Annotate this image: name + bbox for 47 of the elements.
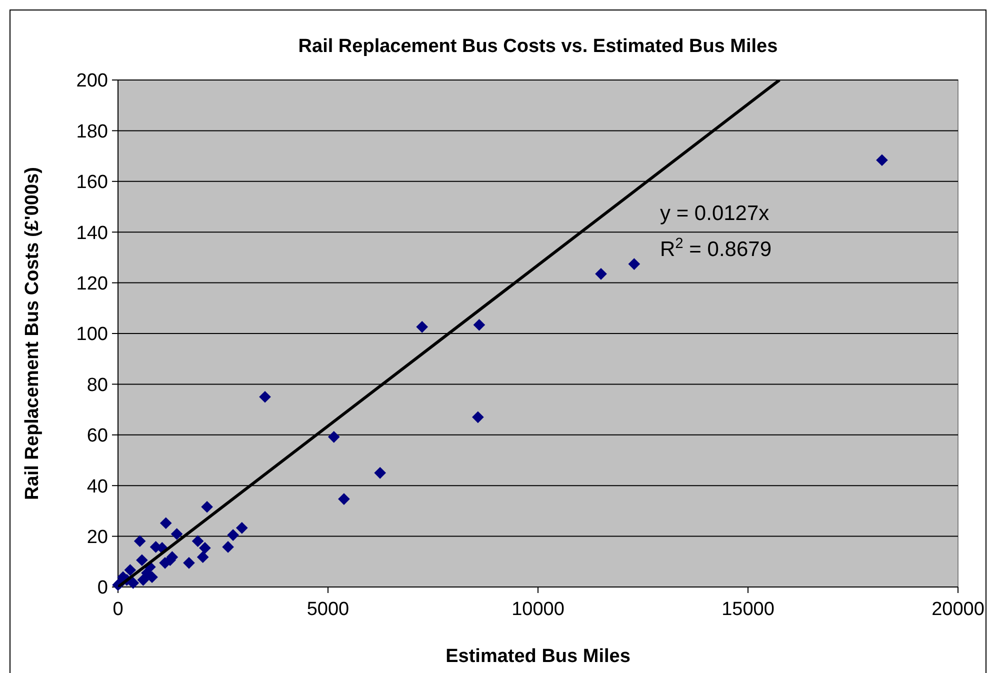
point bbox=[160, 517, 172, 530]
y-tick-label: 0 bbox=[97, 578, 108, 599]
point bbox=[472, 411, 484, 424]
y-tick-label: 120 bbox=[76, 273, 108, 294]
annotation: R$^{2}$ = 0.8679 bbox=[660, 236, 772, 261]
x-axis-title: Estimated Bus Miles bbox=[446, 646, 630, 667]
point bbox=[595, 268, 607, 280]
point bbox=[170, 528, 183, 540]
x-tick-label: 20000 bbox=[932, 599, 984, 620]
point bbox=[124, 564, 136, 576]
point bbox=[136, 554, 148, 566]
x-tick-label: 0 bbox=[112, 599, 124, 620]
y-tick-label: 160 bbox=[76, 172, 108, 194]
x-tick-label: 10000 bbox=[512, 599, 564, 620]
point bbox=[628, 258, 640, 270]
y-tick-label: 20 bbox=[86, 526, 108, 548]
point bbox=[137, 574, 150, 586]
x-tick-label: 5000 bbox=[306, 599, 350, 620]
y-tick-label: 80 bbox=[86, 374, 108, 396]
annotation: y = 0.0127x bbox=[660, 202, 770, 225]
point bbox=[134, 535, 146, 548]
point bbox=[127, 577, 140, 589]
point bbox=[196, 551, 209, 564]
point bbox=[192, 535, 204, 548]
point bbox=[227, 529, 239, 541]
point bbox=[259, 390, 271, 403]
point bbox=[183, 557, 195, 569]
y-tick-label: 40 bbox=[86, 476, 108, 498]
y-tick-label: 180 bbox=[76, 121, 108, 142]
point bbox=[876, 154, 888, 166]
y-tick-label: 200 bbox=[76, 70, 108, 92]
y-tick-label: 140 bbox=[76, 222, 108, 244]
point bbox=[146, 571, 158, 584]
chart-title: Rail Replacement Bus Costs vs. Estimated Bus Miles bbox=[298, 36, 778, 57]
point bbox=[338, 493, 350, 505]
point bbox=[416, 320, 428, 333]
y-tick-label: 60 bbox=[86, 426, 108, 447]
point bbox=[328, 431, 340, 443]
y-tick-label: 100 bbox=[76, 324, 108, 346]
point bbox=[201, 500, 213, 513]
point bbox=[374, 467, 386, 479]
y-axis-title: Rail Replacement Bus Costs (£'000s) bbox=[22, 167, 43, 500]
point bbox=[199, 542, 211, 554]
point bbox=[236, 522, 248, 534]
x-tick-label: 15000 bbox=[722, 599, 774, 620]
point bbox=[222, 541, 234, 553]
point bbox=[473, 318, 486, 331]
